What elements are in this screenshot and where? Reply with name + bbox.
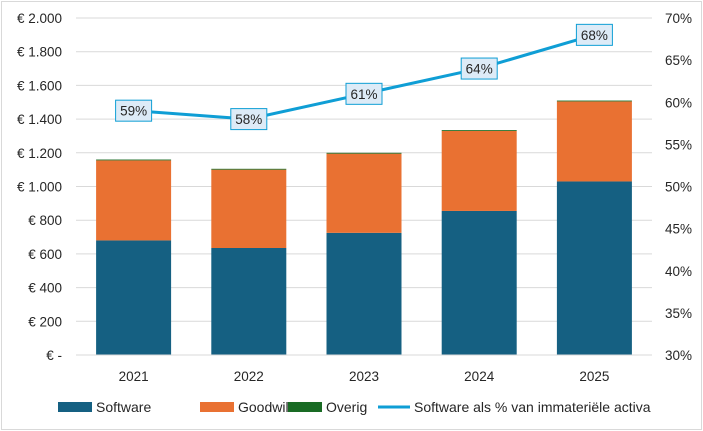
data-labels: 59% 58% 61% 64% 68% xyxy=(115,23,613,131)
legend-item: Goodwill xyxy=(200,399,292,415)
bar-software xyxy=(556,181,632,355)
bar-goodwill xyxy=(441,130,517,211)
left-axis: € - € 200 € 400 € 600 € 800 € 1.000 € 1.200 € 1… xyxy=(17,11,62,363)
right-tick-label: 70% xyxy=(665,11,692,26)
left-tick-label: € 400 xyxy=(28,281,62,296)
legend-item: Overig xyxy=(288,399,367,415)
data-label: 64% xyxy=(460,57,498,80)
x-tick-label: 2025 xyxy=(579,369,609,384)
data-label: 59% xyxy=(115,99,153,122)
data-label-text: 61% xyxy=(350,87,377,102)
data-label-text: 68% xyxy=(581,28,608,43)
data-label: 58% xyxy=(230,108,268,131)
left-tick-label: € 1.400 xyxy=(17,112,62,127)
bar-software xyxy=(441,210,517,355)
right-tick-label: 30% xyxy=(665,348,692,363)
left-tick-label: € 1.800 xyxy=(17,45,62,60)
bar-software xyxy=(211,248,287,355)
legend-swatch xyxy=(288,402,322,412)
bar-overig xyxy=(96,159,172,161)
data-label-text: 59% xyxy=(120,104,147,119)
bar-overig xyxy=(441,130,517,131)
bar-goodwill xyxy=(211,169,287,249)
right-tick-label: 55% xyxy=(665,137,692,152)
bar-goodwill xyxy=(556,101,632,182)
right-tick-label: 45% xyxy=(665,222,692,237)
bar-overig xyxy=(326,152,402,154)
bar-software xyxy=(96,240,172,355)
data-label-text: 64% xyxy=(466,62,493,77)
data-label-text: 58% xyxy=(235,112,262,127)
bar-software xyxy=(326,232,402,355)
legend-label: Goodwill xyxy=(238,399,292,415)
data-label: 68% xyxy=(575,23,613,46)
legend-swatch xyxy=(200,402,234,412)
x-tick-label: 2021 xyxy=(119,369,149,384)
right-tick-label: 65% xyxy=(665,53,692,68)
legend-swatch xyxy=(58,402,92,412)
data-label-box xyxy=(575,23,613,46)
right-tick-label: 60% xyxy=(665,95,692,110)
legend-item: Software als % van immateriële activa xyxy=(378,399,651,415)
percentage-line-path xyxy=(132,33,596,121)
left-tick-label: € 600 xyxy=(28,247,62,262)
legend-label: Software xyxy=(96,399,151,415)
bar-overig xyxy=(556,100,632,102)
x-axis: 2021 2022 2023 2024 2025 xyxy=(76,354,652,384)
right-tick-label: 35% xyxy=(665,306,692,321)
left-tick-label: € 2.000 xyxy=(17,11,62,26)
legend-item: Software xyxy=(58,399,151,415)
left-tick-label: € 1.200 xyxy=(17,146,62,161)
bars xyxy=(96,100,632,355)
right-tick-label: 40% xyxy=(665,264,692,279)
data-label-box xyxy=(230,108,268,131)
data-label-box xyxy=(115,99,153,122)
left-tick-label: € 1.000 xyxy=(17,180,62,195)
data-label: 61% xyxy=(345,82,383,105)
bar-goodwill xyxy=(326,153,402,233)
legend-label: Software als % van immateriële activa xyxy=(414,399,651,415)
bar-overig xyxy=(211,168,287,170)
x-tick-label: 2023 xyxy=(349,369,379,384)
percentage-line xyxy=(132,33,596,121)
x-tick-label: 2024 xyxy=(464,369,495,384)
legend-label: Overig xyxy=(326,399,367,415)
left-tick-label: € - xyxy=(46,348,62,363)
bar-goodwill xyxy=(96,160,172,241)
x-tick-label: 2022 xyxy=(234,369,264,384)
data-label-box xyxy=(460,57,498,80)
right-tick-label: 50% xyxy=(665,180,692,195)
left-tick-label: € 200 xyxy=(28,314,62,329)
data-label-box xyxy=(345,82,383,105)
left-tick-label: € 800 xyxy=(28,213,62,228)
left-tick-label: € 1.600 xyxy=(17,78,62,93)
legend: Software Goodwill Overig Software als % van… xyxy=(58,399,651,415)
right-axis: 30% 35% 40% 45% 50% 55% 60% 65% 70% xyxy=(665,11,692,363)
